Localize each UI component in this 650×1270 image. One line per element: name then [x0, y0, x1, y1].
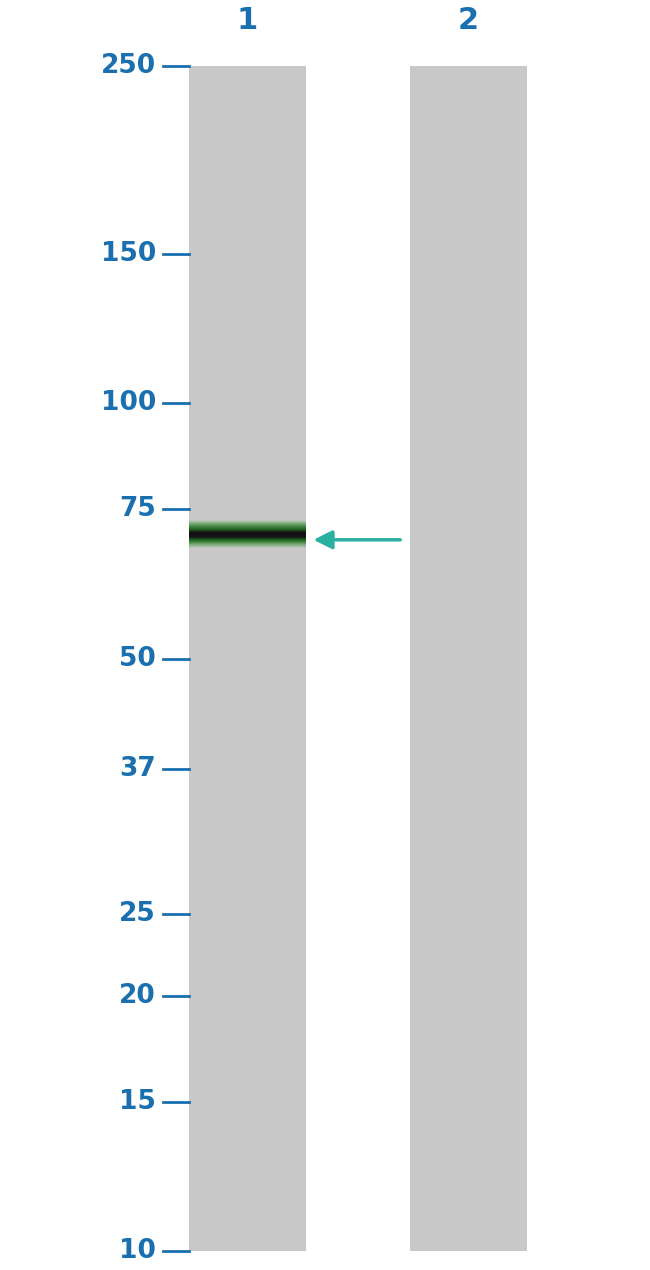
- Bar: [188, 545, 306, 547]
- Bar: [188, 526, 306, 527]
- Bar: [188, 540, 306, 541]
- Text: 10: 10: [119, 1238, 156, 1264]
- Bar: [188, 523, 306, 525]
- Bar: [188, 546, 306, 547]
- Bar: [188, 537, 306, 538]
- Bar: [188, 525, 306, 526]
- Bar: [188, 531, 306, 532]
- Bar: [188, 537, 306, 540]
- Bar: [188, 535, 306, 536]
- Bar: [188, 540, 306, 541]
- Text: 250: 250: [101, 53, 156, 79]
- Bar: [188, 526, 306, 527]
- Text: 37: 37: [119, 757, 156, 782]
- Text: 75: 75: [119, 497, 156, 522]
- Bar: [188, 532, 306, 533]
- Bar: [188, 544, 306, 546]
- Bar: [188, 527, 306, 528]
- Text: 20: 20: [119, 983, 156, 1008]
- Bar: [188, 530, 306, 531]
- Bar: [188, 522, 306, 523]
- Bar: [188, 528, 306, 531]
- Bar: [188, 541, 306, 542]
- Bar: [188, 522, 306, 525]
- Text: 100: 100: [101, 390, 156, 417]
- Bar: [188, 535, 306, 536]
- Bar: [188, 536, 306, 538]
- Bar: [188, 527, 306, 528]
- Text: 150: 150: [101, 241, 156, 267]
- Bar: [188, 544, 306, 545]
- Bar: [188, 523, 306, 525]
- Bar: [188, 522, 306, 523]
- Bar: [188, 525, 306, 526]
- Bar: [188, 521, 306, 523]
- Bar: [188, 527, 306, 528]
- Bar: [188, 528, 306, 530]
- Bar: [188, 537, 306, 538]
- Bar: [188, 530, 306, 531]
- Bar: [188, 542, 306, 544]
- Bar: [188, 66, 306, 1251]
- Bar: [188, 546, 306, 547]
- Bar: [188, 537, 306, 538]
- Bar: [188, 542, 306, 545]
- Bar: [188, 533, 306, 535]
- Bar: [188, 541, 306, 542]
- Bar: [188, 531, 306, 532]
- Text: 50: 50: [119, 645, 156, 672]
- Bar: [188, 546, 306, 549]
- Bar: [188, 535, 306, 536]
- Bar: [188, 535, 306, 537]
- Bar: [188, 542, 306, 544]
- Bar: [188, 538, 306, 541]
- Bar: [188, 545, 306, 546]
- Bar: [188, 545, 306, 546]
- Text: 25: 25: [119, 900, 156, 927]
- Bar: [188, 531, 306, 532]
- Bar: [188, 521, 306, 522]
- Text: 1: 1: [237, 5, 257, 34]
- Bar: [188, 525, 306, 527]
- Bar: [188, 542, 306, 544]
- Bar: [188, 538, 306, 540]
- Bar: [188, 532, 306, 533]
- Text: 2: 2: [458, 5, 478, 34]
- Bar: [188, 523, 306, 526]
- Bar: [188, 533, 306, 535]
- Bar: [188, 526, 306, 527]
- Bar: [188, 538, 306, 540]
- Bar: [188, 546, 306, 547]
- Text: 15: 15: [119, 1088, 156, 1115]
- Bar: [410, 66, 526, 1251]
- Bar: [188, 530, 306, 532]
- Bar: [188, 540, 306, 542]
- Bar: [188, 521, 306, 522]
- Bar: [188, 519, 306, 522]
- Bar: [188, 522, 306, 523]
- Bar: [188, 532, 306, 535]
- Bar: [188, 547, 306, 549]
- Bar: [188, 530, 306, 531]
- Bar: [188, 526, 306, 528]
- Bar: [188, 541, 306, 542]
- Bar: [188, 541, 306, 544]
- Bar: [188, 519, 306, 521]
- Bar: [188, 538, 306, 540]
- Bar: [188, 533, 306, 536]
- Bar: [188, 527, 306, 530]
- Bar: [188, 528, 306, 530]
- Bar: [188, 536, 306, 537]
- Bar: [188, 536, 306, 537]
- Bar: [188, 533, 306, 535]
- Bar: [188, 531, 306, 533]
- Bar: [188, 523, 306, 525]
- Bar: [188, 544, 306, 545]
- Bar: [188, 545, 306, 546]
